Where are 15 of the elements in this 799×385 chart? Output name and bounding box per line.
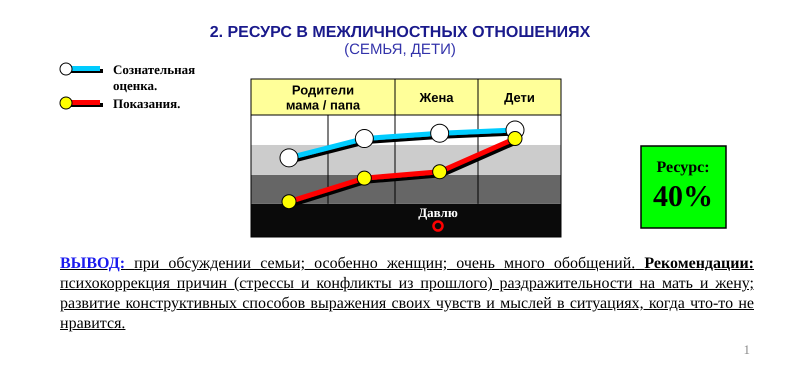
text: Ресурс: xyxy=(656,159,710,176)
text: ВЫВОД: xyxy=(60,255,126,272)
text: психокоррекция причин (стрессы и конфликты из прошлого) раздражительности на мать и жену; развитие конструктивных способов выражения своих чувств и мыслей в ситуациях, когда что-то не нравится. xyxy=(60,275,754,332)
band-label: Давлю xyxy=(418,204,458,220)
legend-label: Показания. xyxy=(113,96,180,111)
chart-subtitle: (СЕМЬЯ, ДЕТИ) xyxy=(344,41,456,58)
text: Жена xyxy=(418,90,454,105)
text: Дети xyxy=(504,90,535,105)
text: Родители мама / папа xyxy=(286,82,361,112)
text: 1 xyxy=(744,342,750,357)
text: 40% xyxy=(653,180,713,213)
chart-title: 2. РЕСУРС В МЕЖЛИЧНОСТНЫХ ОТНОШЕНИЯХ xyxy=(210,24,591,41)
legend-label: Сознательная оценка. xyxy=(113,62,196,93)
text: Рекомендации: xyxy=(644,255,754,272)
text: при обсуждении семьи; особенно женщин; очень много обобщений. xyxy=(134,255,636,272)
